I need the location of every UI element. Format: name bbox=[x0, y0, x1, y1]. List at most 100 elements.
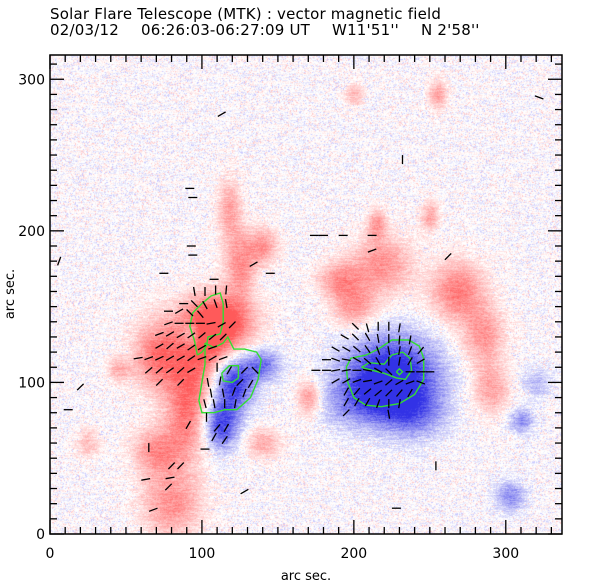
transverse-field-vector bbox=[218, 355, 228, 361]
contour-outer-left-blue bbox=[198, 335, 262, 414]
transverse-field-vector bbox=[186, 309, 194, 317]
transverse-field-vector bbox=[165, 476, 175, 480]
transverse-field-vector bbox=[363, 357, 372, 365]
transverse-field-vector bbox=[405, 380, 415, 385]
transverse-field-vector bbox=[351, 322, 360, 330]
transverse-field-vector bbox=[148, 507, 158, 512]
y-tick-label: 200 bbox=[18, 224, 45, 240]
transverse-field-vector bbox=[331, 346, 340, 352]
transverse-field-vector bbox=[56, 256, 62, 266]
transverse-field-vector bbox=[407, 388, 413, 398]
magnetogram-image bbox=[50, 55, 562, 534]
transverse-field-vector bbox=[407, 356, 413, 366]
transverse-field-vector bbox=[444, 252, 452, 261]
transverse-field-vector bbox=[240, 488, 249, 495]
transverse-field-vector bbox=[373, 380, 383, 385]
transverse-field-vector bbox=[376, 333, 380, 344]
transverse-field-vector bbox=[375, 346, 381, 356]
transverse-field-vector bbox=[353, 387, 361, 396]
transverse-field-vector bbox=[202, 300, 208, 310]
transverse-field-vector bbox=[362, 379, 373, 383]
transverse-field-vector bbox=[375, 356, 381, 366]
transverse-field-vector bbox=[133, 356, 143, 360]
transverse-field-vector bbox=[177, 378, 185, 387]
transverse-field-vector bbox=[364, 345, 371, 354]
transverse-field-vector bbox=[144, 366, 153, 374]
transverse-field-vector bbox=[231, 387, 237, 396]
transverse-field-vector bbox=[190, 299, 198, 308]
transverse-field-vector bbox=[240, 366, 249, 374]
transverse-field-vector bbox=[351, 333, 360, 341]
transverse-field-vector bbox=[208, 345, 218, 350]
transverse-field-vector bbox=[187, 344, 196, 351]
transverse-field-vector bbox=[395, 379, 404, 386]
transverse-field-vector bbox=[154, 331, 164, 337]
transverse-field-vector bbox=[197, 344, 207, 351]
transverse-field-vector bbox=[249, 261, 258, 267]
transverse-field-vector bbox=[367, 248, 377, 253]
observation-date: 02/03/12 bbox=[50, 21, 119, 39]
transverse-field-vector bbox=[206, 377, 210, 387]
x-tick-label: 200 bbox=[340, 546, 367, 562]
transverse-field-vector bbox=[155, 343, 164, 349]
transverse-field-vector bbox=[343, 387, 350, 396]
transverse-field-vector bbox=[407, 346, 413, 356]
transverse-field-vector bbox=[177, 462, 185, 470]
transverse-field-vector bbox=[398, 323, 401, 333]
transverse-field-vector bbox=[76, 383, 85, 391]
transverse-field-vector bbox=[364, 397, 371, 407]
transverse-field-vector bbox=[221, 388, 225, 398]
transverse-field-vector bbox=[221, 435, 228, 445]
transverse-field-vector bbox=[385, 389, 393, 397]
transverse-field-vector bbox=[219, 333, 227, 341]
transverse-field-vector bbox=[212, 399, 216, 409]
transverse-field-vector bbox=[225, 285, 228, 295]
transverse-field-vector bbox=[165, 331, 175, 337]
transverse-field-vector bbox=[165, 355, 175, 361]
x-axis-label: arc sec. bbox=[281, 569, 331, 584]
transverse-field-vector bbox=[247, 379, 254, 389]
contour-inner-right-blue bbox=[361, 351, 413, 381]
contour-outer-right-blue bbox=[345, 339, 425, 408]
transverse-field-vector bbox=[197, 310, 204, 319]
transverse-field-vector bbox=[208, 355, 217, 361]
transverse-field-vector bbox=[213, 423, 221, 432]
observation-time-range: 06:26:03-06:27:09 UT bbox=[140, 21, 311, 39]
transverse-field-vector bbox=[375, 399, 381, 409]
transverse-field-vector bbox=[187, 367, 196, 374]
transverse-field-vector bbox=[416, 380, 426, 385]
transverse-field-vector bbox=[165, 367, 175, 374]
transverse-field-vector bbox=[223, 423, 230, 433]
transverse-field-vector bbox=[242, 388, 247, 398]
transverse-field-vector bbox=[176, 343, 185, 349]
transverse-field-vector bbox=[164, 483, 173, 491]
transverse-field-vector bbox=[167, 462, 176, 470]
transverse-field-vector bbox=[226, 366, 233, 375]
transverse-field-vector bbox=[331, 368, 341, 372]
transverse-field-vector bbox=[398, 399, 401, 409]
y-tick-label: 0 bbox=[36, 527, 45, 543]
transverse-field-vector bbox=[176, 355, 185, 361]
y-axis-label: arc sec. bbox=[3, 269, 18, 319]
transverse-field-vector bbox=[192, 286, 196, 297]
transverse-field-vector bbox=[365, 323, 370, 333]
transverse-field-vector bbox=[208, 333, 217, 341]
transverse-field-vector bbox=[398, 346, 401, 356]
transverse-field-vector bbox=[224, 299, 228, 309]
transverse-field-vector bbox=[398, 356, 401, 366]
transverse-field-vector bbox=[416, 358, 425, 364]
transverse-field-vector bbox=[236, 378, 244, 387]
vector-layer bbox=[56, 95, 544, 512]
transverse-field-vector bbox=[141, 477, 151, 481]
contour-core-right-blue bbox=[395, 367, 404, 376]
transverse-field-vector bbox=[387, 346, 391, 356]
y-tick-label: 300 bbox=[18, 72, 45, 88]
transverse-field-vector bbox=[203, 399, 207, 409]
contour-inner-left-blue bbox=[221, 365, 240, 384]
transverse-field-vector bbox=[385, 368, 393, 376]
transverse-field-vector bbox=[384, 379, 393, 386]
transverse-field-vector bbox=[387, 409, 391, 419]
transverse-field-vector bbox=[144, 355, 154, 361]
transverse-field-vector bbox=[342, 346, 351, 352]
transverse-field-vector bbox=[340, 334, 349, 340]
